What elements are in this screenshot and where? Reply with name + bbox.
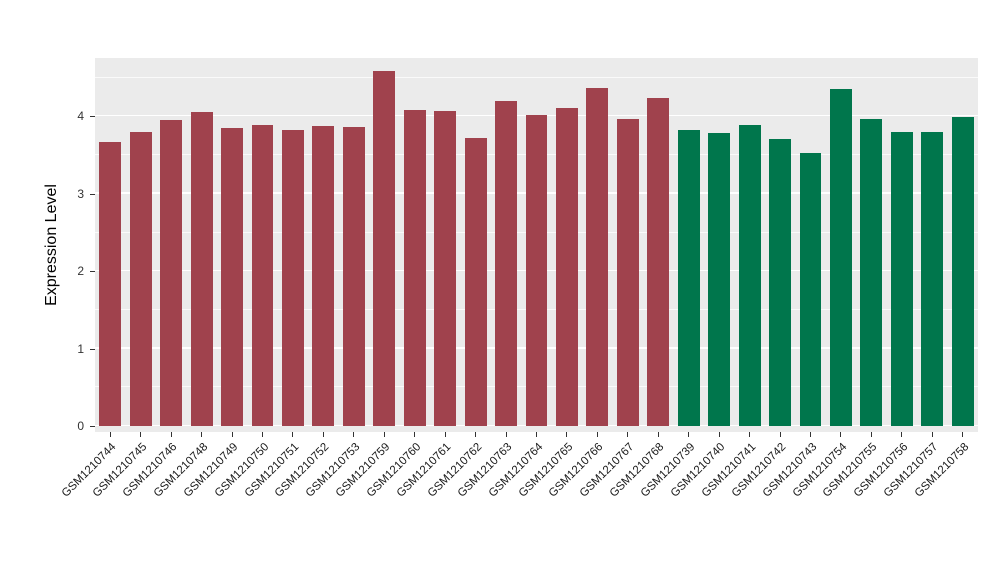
- bar-GSM1210745: [129, 132, 152, 426]
- x-tick-mark: [840, 432, 842, 437]
- y-tick-label: 4: [77, 109, 84, 124]
- bar-GSM1210746: [160, 119, 183, 426]
- x-tick-mark: [688, 432, 690, 437]
- bar-GSM1210752: [312, 126, 335, 426]
- bar-GSM1210756: [890, 132, 913, 426]
- y-tick-mark: [90, 193, 95, 195]
- bar-GSM1210768: [647, 98, 670, 426]
- y-tick-label: 3: [77, 186, 84, 201]
- x-tick-mark: [931, 432, 933, 437]
- bar-GSM1210753: [342, 126, 365, 426]
- x-tick-mark: [505, 432, 507, 437]
- bar-GSM1210742: [769, 139, 792, 426]
- x-tick-mark: [566, 432, 568, 437]
- x-tick-mark: [718, 432, 720, 437]
- x-tick-mark: [810, 432, 812, 437]
- x-tick-mark: [870, 432, 872, 437]
- bar-GSM1210740: [708, 133, 731, 426]
- x-tick-mark: [383, 432, 385, 437]
- bar-GSM1210739: [677, 130, 700, 426]
- x-tick-mark: [444, 432, 446, 437]
- x-tick-mark: [292, 432, 294, 437]
- y-axis: 0 1 2 3 4: [0, 58, 95, 433]
- x-tick-mark: [627, 432, 629, 437]
- x-tick-mark: [414, 432, 416, 437]
- bar-GSM1210758: [951, 116, 974, 426]
- x-tick-mark: [170, 432, 172, 437]
- bar-GSM1210754: [830, 89, 852, 426]
- bar-GSM1210755: [860, 119, 883, 426]
- bar-GSM1210765: [555, 108, 578, 426]
- x-tick-mark: [231, 432, 233, 437]
- x-axis: GSM1210744 GSM1210745 GSM1210746 GSM1210748…: [60, 432, 978, 572]
- bar-GSM1210757: [921, 131, 944, 426]
- bar-GSM1210750: [251, 124, 274, 426]
- x-tick-mark: [901, 432, 903, 437]
- bar-GSM1210760: [403, 109, 426, 426]
- y-tick-label: 1: [77, 341, 84, 356]
- chart-panel: [95, 58, 978, 432]
- x-tick-mark: [779, 432, 781, 437]
- bar-GSM1210761: [434, 110, 457, 426]
- x-tick-mark: [201, 432, 203, 437]
- x-tick-mark: [749, 432, 751, 437]
- x-tick-mark: [657, 432, 659, 437]
- bar-GSM1210751: [281, 130, 304, 426]
- x-tick-mark: [596, 432, 598, 437]
- gridline-minor: [95, 76, 978, 78]
- y-tick-mark: [90, 426, 95, 427]
- bar-GSM1210744: [99, 142, 122, 426]
- x-tick-mark: [353, 432, 355, 437]
- y-tick-label: 2: [77, 264, 84, 279]
- bar-GSM1210743: [799, 153, 822, 426]
- bar-GSM1210766: [586, 88, 609, 426]
- x-tick-mark: [536, 432, 537, 437]
- bar-GSM1210759: [373, 71, 396, 426]
- bar-GSM1210763: [495, 101, 517, 426]
- x-tick-mark: [475, 432, 477, 437]
- bar-GSM1210741: [738, 124, 761, 426]
- x-tick-mark: [261, 432, 263, 437]
- y-tick-mark: [90, 271, 95, 273]
- x-tick-mark: [322, 432, 324, 437]
- bar-GSM1210767: [616, 119, 639, 426]
- x-tick-mark: [962, 432, 964, 437]
- y-tick-mark: [90, 348, 95, 350]
- y-tick-mark: [90, 116, 95, 118]
- bar-GSM1210748: [190, 112, 213, 426]
- bar-GSM1210762: [464, 137, 487, 426]
- bar-GSM1210764: [525, 115, 548, 426]
- bar-GSM1210749: [221, 127, 243, 426]
- x-tick-mark: [140, 432, 142, 437]
- y-tick-label: 0: [77, 419, 84, 433]
- x-tick-mark: [109, 432, 111, 437]
